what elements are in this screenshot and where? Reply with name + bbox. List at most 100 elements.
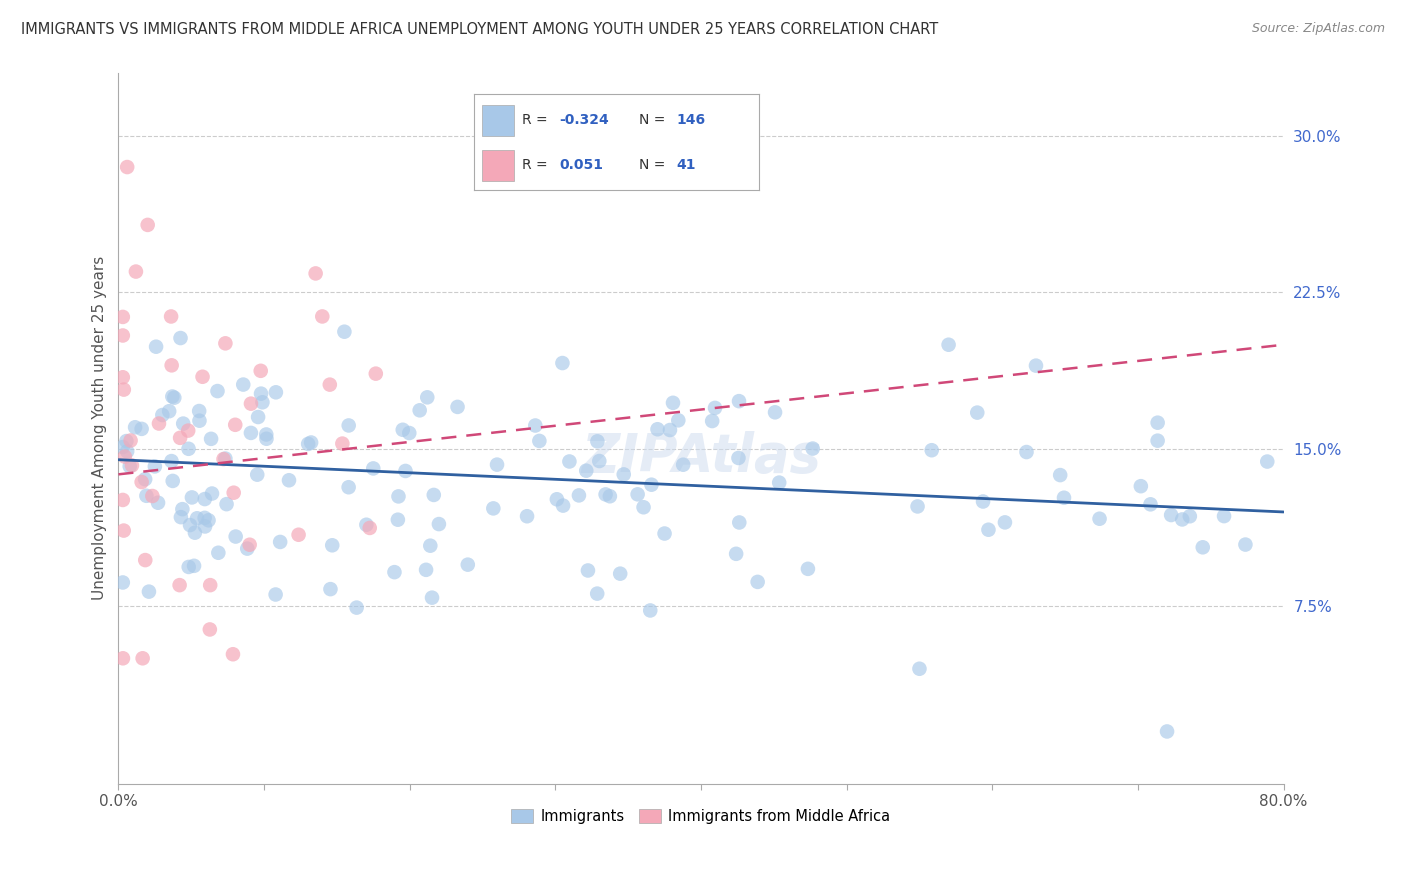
Point bbox=[1049, 468, 1071, 483]
Point bbox=[408, 403, 430, 417]
Point bbox=[169, 578, 191, 592]
Point bbox=[254, 427, 277, 442]
Point bbox=[194, 519, 217, 533]
Point bbox=[177, 424, 200, 438]
Point bbox=[188, 404, 211, 418]
Point bbox=[111, 310, 134, 324]
Point bbox=[1160, 508, 1182, 522]
Point bbox=[938, 337, 960, 351]
Point bbox=[188, 414, 211, 428]
Point bbox=[672, 458, 695, 472]
Point bbox=[194, 511, 217, 525]
Point bbox=[125, 264, 148, 278]
Point bbox=[247, 410, 270, 425]
Point bbox=[576, 564, 599, 578]
Point bbox=[907, 500, 929, 514]
Point bbox=[666, 413, 689, 427]
Point bbox=[595, 487, 617, 501]
Point bbox=[136, 218, 159, 232]
Point bbox=[214, 336, 236, 351]
Point bbox=[797, 562, 820, 576]
Point bbox=[319, 582, 342, 596]
Point bbox=[115, 160, 138, 174]
Point bbox=[179, 518, 201, 533]
Point bbox=[160, 310, 183, 324]
Point bbox=[299, 435, 322, 450]
Point bbox=[1171, 512, 1194, 526]
Legend: Immigrants, Immigrants from Middle Africa: Immigrants, Immigrants from Middle Afric… bbox=[506, 803, 897, 830]
Point bbox=[994, 516, 1017, 530]
Point bbox=[111, 370, 134, 384]
Point bbox=[654, 526, 676, 541]
Point bbox=[482, 501, 505, 516]
Point bbox=[387, 513, 409, 527]
Point bbox=[304, 267, 326, 281]
Point bbox=[197, 513, 219, 527]
Point bbox=[725, 547, 748, 561]
Point bbox=[311, 310, 333, 324]
Point bbox=[278, 473, 301, 487]
Point bbox=[728, 394, 751, 409]
Point bbox=[239, 425, 262, 440]
Point bbox=[1053, 491, 1076, 505]
Point bbox=[224, 417, 246, 432]
Point bbox=[361, 461, 384, 475]
Point bbox=[172, 417, 194, 431]
Point bbox=[256, 432, 278, 446]
Point bbox=[387, 490, 409, 504]
Point bbox=[143, 459, 166, 474]
Point bbox=[186, 511, 208, 525]
Point bbox=[356, 517, 378, 532]
Point bbox=[111, 440, 134, 454]
Point bbox=[160, 359, 183, 373]
Point bbox=[121, 458, 143, 473]
Point bbox=[111, 651, 134, 665]
Point bbox=[359, 521, 381, 535]
Point bbox=[111, 575, 134, 590]
Point bbox=[146, 496, 169, 510]
Point bbox=[586, 434, 609, 449]
Point bbox=[239, 397, 262, 411]
Point bbox=[222, 647, 245, 661]
Point bbox=[575, 464, 598, 478]
Point bbox=[398, 425, 420, 440]
Point bbox=[638, 603, 661, 617]
Point bbox=[246, 467, 269, 482]
Point bbox=[1146, 416, 1168, 430]
Point bbox=[337, 418, 360, 433]
Point bbox=[524, 418, 547, 433]
Point bbox=[423, 488, 446, 502]
Point bbox=[1025, 359, 1047, 373]
Point bbox=[177, 560, 200, 574]
Point bbox=[131, 422, 153, 436]
Point bbox=[114, 450, 136, 464]
Point bbox=[111, 492, 134, 507]
Point bbox=[551, 356, 574, 370]
Point bbox=[333, 325, 356, 339]
Point bbox=[662, 396, 685, 410]
Point bbox=[297, 437, 319, 451]
Point bbox=[364, 367, 387, 381]
Point bbox=[120, 434, 142, 448]
Point bbox=[457, 558, 479, 572]
Point bbox=[659, 423, 682, 437]
Point bbox=[287, 527, 309, 541]
Point bbox=[112, 383, 135, 397]
Point bbox=[558, 454, 581, 468]
Point bbox=[332, 436, 354, 450]
Point bbox=[747, 574, 769, 589]
Point bbox=[391, 423, 413, 437]
Point bbox=[169, 431, 191, 445]
Point bbox=[415, 563, 437, 577]
Point bbox=[214, 451, 236, 466]
Point bbox=[207, 546, 229, 560]
Point bbox=[162, 474, 184, 488]
Point bbox=[181, 491, 204, 505]
Point bbox=[1156, 724, 1178, 739]
Point bbox=[148, 417, 170, 431]
Point bbox=[727, 450, 749, 465]
Point bbox=[135, 489, 157, 503]
Point bbox=[346, 600, 368, 615]
Point bbox=[966, 406, 988, 420]
Point bbox=[131, 651, 153, 665]
